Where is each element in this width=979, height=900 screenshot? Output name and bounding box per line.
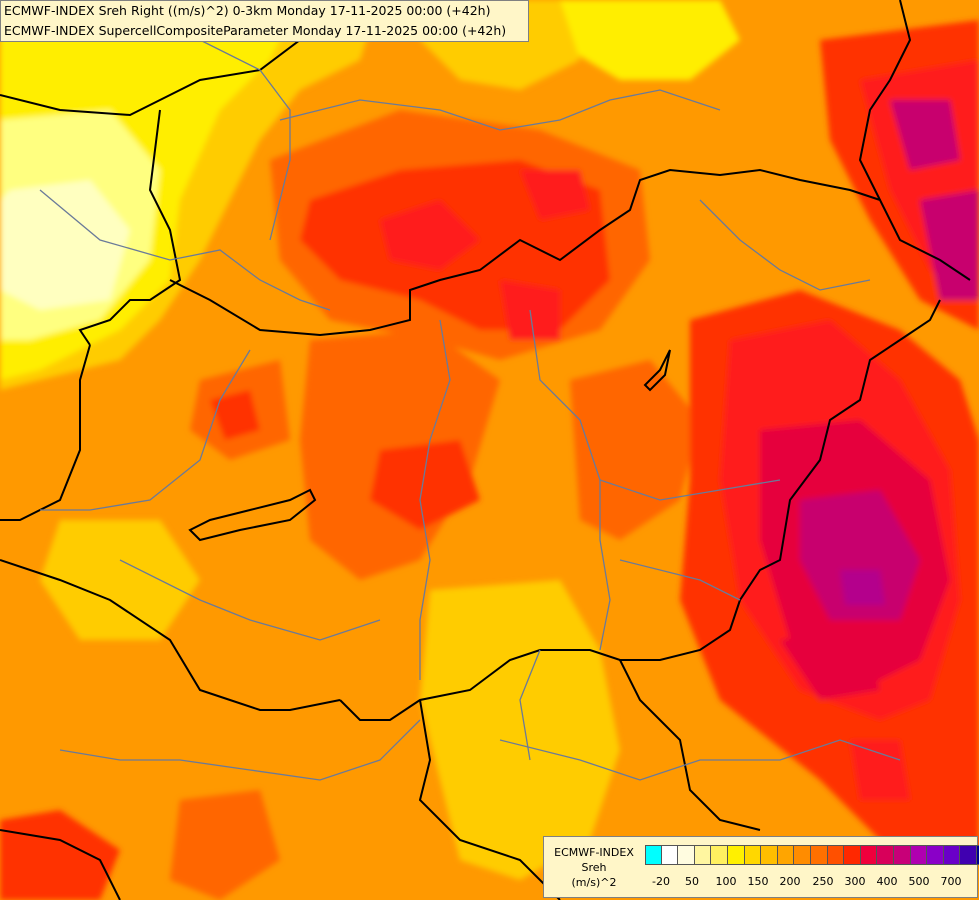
legend-swatch xyxy=(694,845,712,865)
border-southwest xyxy=(0,559,341,711)
river-9 xyxy=(519,649,541,761)
region-red-southeast xyxy=(850,740,910,800)
region-magenta-northeast-2 xyxy=(920,190,979,300)
river-1 xyxy=(39,189,331,311)
region-purple-east xyxy=(840,570,885,605)
region-red-core-2 xyxy=(520,170,590,220)
legend-swatches xyxy=(645,845,979,865)
river-drava xyxy=(59,719,421,781)
river-6 xyxy=(119,559,381,641)
legend-swatch xyxy=(943,845,961,865)
legend-label: ECMWF-INDEX Sreh (m/s)^2 xyxy=(544,845,644,890)
legend-swatch xyxy=(976,845,979,865)
region-orange-dark-south xyxy=(170,790,280,900)
legend-variable: Sreh xyxy=(581,861,607,874)
river-3 xyxy=(279,89,721,131)
legend-swatch xyxy=(777,845,795,865)
legend-tick-label: 400 xyxy=(876,875,898,888)
river-4 xyxy=(599,479,781,501)
river-7 xyxy=(699,199,871,291)
legend-tick-label: 150 xyxy=(747,875,769,888)
color-legend: ECMWF-INDEX Sreh (m/s)^2 -20 50 100 150 200 2… xyxy=(543,836,979,898)
legend-swatch xyxy=(678,845,695,865)
legend-swatch xyxy=(645,845,662,865)
border-east-south xyxy=(339,299,941,721)
lake-outline xyxy=(188,488,317,542)
legend-swatch xyxy=(860,845,878,865)
river-2 xyxy=(199,39,291,241)
region-red-orange-west xyxy=(210,390,260,440)
legend-tick-label: 300 xyxy=(844,875,866,888)
border-west-1 xyxy=(78,109,182,346)
legend-swatch xyxy=(661,845,679,865)
region-pale xyxy=(0,180,130,310)
title-line-sreh: ECMWF-INDEX Sreh Right ((m/s)^2) 0-3km M… xyxy=(4,3,491,18)
legend-tick-label: 250 xyxy=(812,875,834,888)
region-orange-dark-mid xyxy=(570,360,700,540)
legend-tick-label: -20 xyxy=(652,875,670,888)
region-red-orange-southwest xyxy=(0,810,120,900)
river-danube xyxy=(419,319,451,680)
small-lake-outline xyxy=(643,349,671,392)
legend-tick-label: 100 xyxy=(715,875,737,888)
legend-swatch xyxy=(927,845,944,865)
region-gold-south xyxy=(420,580,620,880)
legend-swatch xyxy=(744,845,762,865)
river-5 xyxy=(40,349,251,511)
legend-swatch xyxy=(877,845,894,865)
river-danube-south xyxy=(499,739,901,781)
legend-swatch xyxy=(794,845,811,865)
legend-swatch xyxy=(827,845,845,865)
legend-tick-label: 700 xyxy=(940,875,962,888)
border-south xyxy=(418,699,561,900)
title-line-scp: ECMWF-INDEX SupercellCompositeParameter … xyxy=(4,23,507,38)
legend-tick-label: 500 xyxy=(908,875,930,888)
region-magenta-east xyxy=(800,490,920,620)
map-title-box: ECMWF-INDEX Sreh Right ((m/s)^2) 0-3km M… xyxy=(0,0,529,42)
river-8 xyxy=(619,559,741,601)
region-magenta-northeast xyxy=(890,100,960,170)
legend-swatch xyxy=(761,845,778,865)
region-crimson-southeast xyxy=(780,630,880,700)
legend-swatch xyxy=(844,845,861,865)
border-west-2 xyxy=(0,344,91,521)
region-gold-southwest xyxy=(40,520,200,640)
legend-tick-label: 50 xyxy=(685,875,699,888)
legend-swatch xyxy=(960,845,977,865)
legend-swatch xyxy=(727,845,745,865)
region-red-orange-center xyxy=(370,440,480,530)
legend-title: ECMWF-INDEX xyxy=(554,846,634,859)
region-yellow-north xyxy=(560,0,740,80)
border-far-southwest xyxy=(0,829,121,900)
border-northeast xyxy=(858,0,912,201)
regional-lines xyxy=(39,39,901,781)
legend-swatch xyxy=(893,845,911,865)
legend-unit: (m/s)^2 xyxy=(571,876,617,889)
legend-swatch xyxy=(810,845,828,865)
legend-swatch xyxy=(711,845,728,865)
border-central-north xyxy=(169,168,971,337)
region-red-core-1 xyxy=(380,200,480,270)
legend-swatch xyxy=(910,845,928,865)
legend-tick-label: 200 xyxy=(779,875,801,888)
